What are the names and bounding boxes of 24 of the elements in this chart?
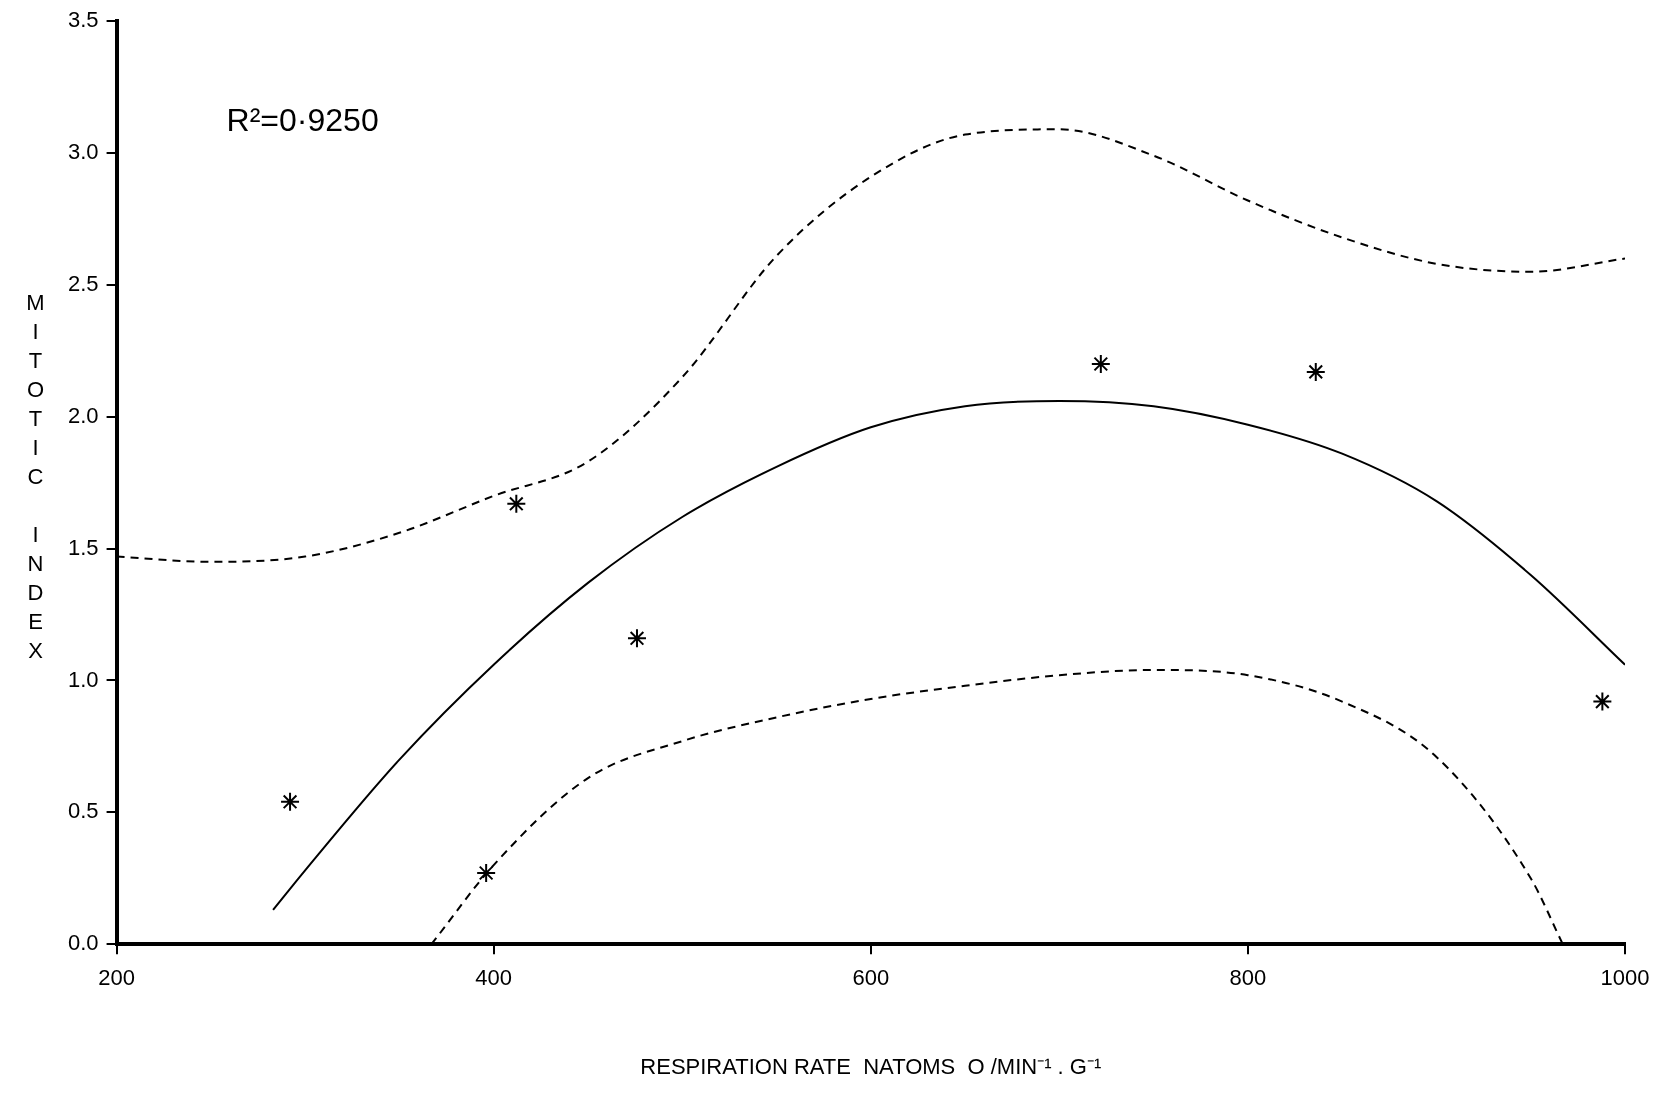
y-tick-label: 3.5 xyxy=(67,7,99,33)
line-series xyxy=(272,399,1625,911)
x-tick-label: 600 xyxy=(852,965,890,991)
y-tick-label: 0.5 xyxy=(67,798,99,824)
y-tick-label: 1.0 xyxy=(67,666,99,692)
x-axis-title: RESPIRATION RATE NATOMS O /MIN⁻¹ . G⁻¹ xyxy=(640,1053,1102,1079)
y-tick-label: 1.5 xyxy=(67,534,99,560)
x-tick-label: 400 xyxy=(475,965,513,991)
point xyxy=(280,791,301,812)
y-tick-label: 0.0 xyxy=(67,930,99,956)
x-tick-label: 200 xyxy=(98,965,135,991)
point xyxy=(1305,361,1326,382)
point xyxy=(506,493,527,514)
point xyxy=(626,628,647,649)
point xyxy=(1592,691,1613,712)
y-tick-label: 3.0 xyxy=(67,139,99,165)
x-tick-label: 1000 xyxy=(1600,965,1650,991)
y-axis-title: MITOTIC INDEX xyxy=(22,290,48,667)
annotation: R²=0·9250 xyxy=(226,102,379,139)
point xyxy=(476,863,497,883)
x-tick-label: 800 xyxy=(1229,965,1267,991)
y-tick-label: 2.0 xyxy=(67,402,99,428)
point xyxy=(1090,354,1111,375)
y-tick-label: 2.5 xyxy=(67,270,99,296)
